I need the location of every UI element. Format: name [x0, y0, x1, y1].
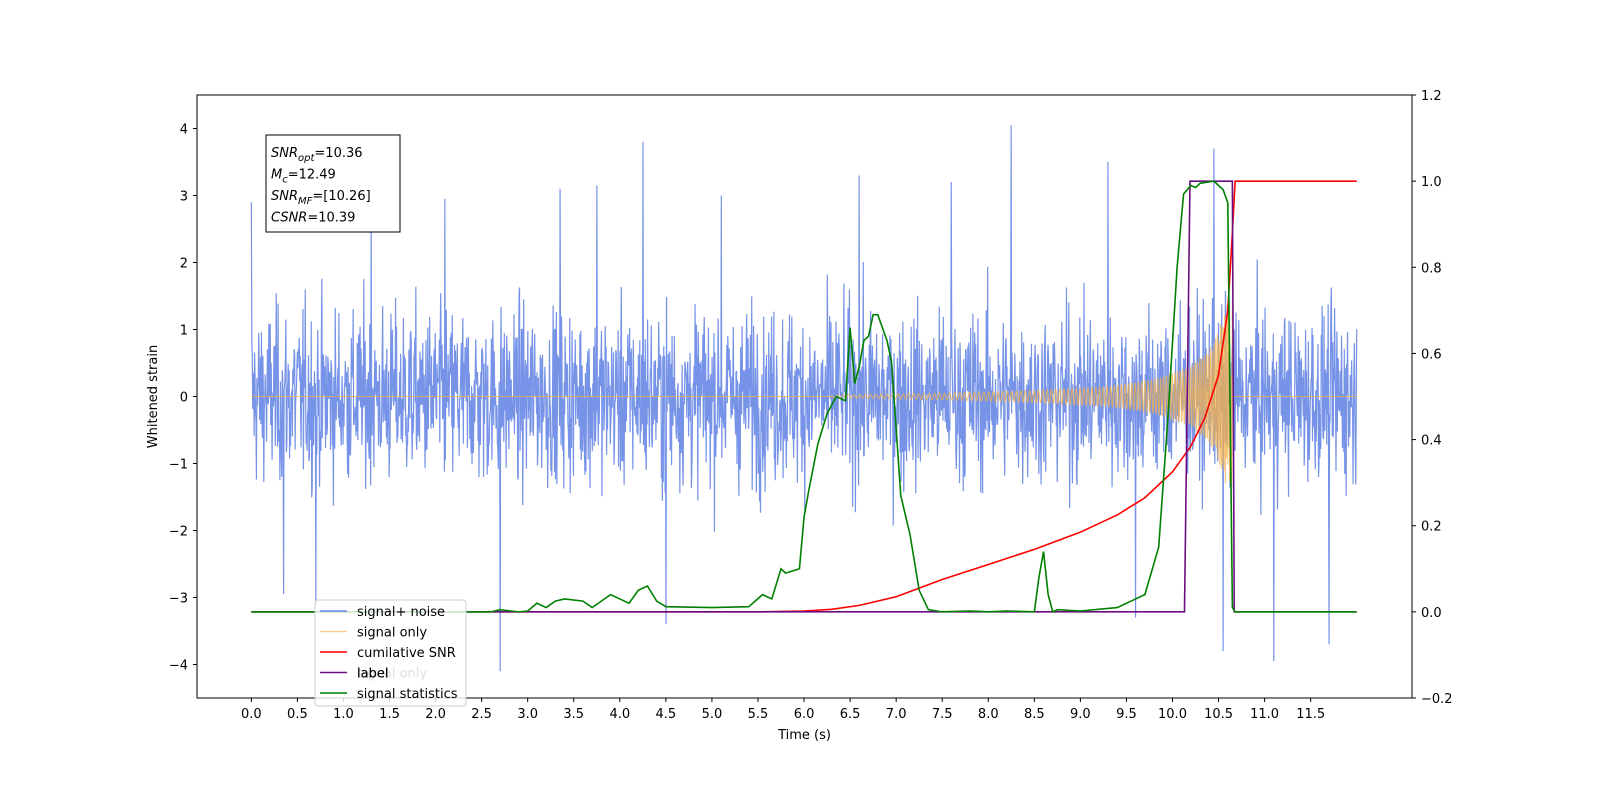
y-left-tick-label: −3	[169, 592, 188, 607]
annotation-frame	[265, 134, 401, 233]
x-tick-label: 9.5	[1116, 707, 1137, 722]
annotation-line: SNRMF=[10.26]	[271, 189, 371, 207]
x-tick-label: 5.5	[748, 707, 769, 722]
y-right-tick-label: 1.2	[1421, 89, 1442, 104]
y-right-tick-label: −0.2	[1421, 692, 1453, 707]
y-left-tick-label: −4	[169, 659, 188, 674]
x-tick-label: 0.5	[287, 707, 308, 722]
x-tick-label: 9.0	[1070, 707, 1091, 722]
x-tick-label: 7.5	[932, 707, 953, 722]
y-left-tick-label: 1	[180, 324, 188, 339]
x-tick-label: 8.0	[978, 707, 999, 722]
x-axis-label: Time (s)	[777, 728, 831, 743]
annotation-line: CSNR=10.39	[271, 211, 355, 226]
y-right-tick-label: 0.8	[1421, 261, 1442, 276]
annotation-line: SNRopt=10.36	[271, 146, 363, 164]
series-signal-noise	[250, 125, 1358, 672]
y-left-tick-label: −2	[169, 525, 188, 540]
y-axis-right: 1.2 1.0 0.8 0.6 0.4 0.2 0.0 −0.2	[1412, 89, 1453, 707]
legend-frame	[314, 599, 467, 707]
y-left-tick-label: −1	[169, 458, 188, 473]
series-signal-statistics	[251, 180, 1357, 613]
x-tick-label: 2.0	[425, 707, 446, 722]
x-tick-label: 5.0	[702, 707, 723, 722]
annotation-line: Mc=12.49	[271, 168, 336, 186]
x-tick-label: 10.0	[1158, 707, 1187, 722]
series-signal-only	[251, 302, 1357, 487]
y-left-tick-label: 3	[180, 190, 188, 205]
y-left-tick-label: 4	[180, 123, 188, 138]
x-tick-label: 0.0	[241, 707, 262, 722]
x-tick-label: 11.5	[1296, 707, 1325, 722]
legend-label: signal statistics	[357, 687, 458, 702]
x-tick-label: 3.0	[517, 707, 538, 722]
x-tick-label: 2.5	[471, 707, 492, 722]
x-tick-label: 6.5	[840, 707, 861, 722]
series-layer	[250, 125, 1358, 672]
y-axis-left: 4 3 2 1 0 −1 −2 −3 −4	[169, 123, 197, 674]
x-tick-label: 3.5	[563, 707, 584, 722]
x-tick-label: 10.5	[1204, 707, 1233, 722]
y-left-tick-label: 0	[180, 391, 188, 406]
y-right-tick-label: 0.2	[1421, 520, 1442, 535]
legend-label: signal only	[357, 626, 427, 641]
x-tick-label: 1.0	[333, 707, 354, 722]
series-cumilative-snr	[251, 180, 1357, 613]
y-right-tick-label: 0.6	[1421, 347, 1442, 362]
legend-ghost-label: signal only	[357, 667, 427, 682]
x-tick-label: 4.0	[609, 707, 630, 722]
snr-annotation-box: SNRopt=10.36 Mc=12.49 SNRMF=[10.26] CSNR=10…	[265, 134, 401, 233]
legend-label-overlay: label	[357, 667, 388, 682]
x-tick-label: 8.5	[1024, 707, 1045, 722]
x-tick-label: 6.0	[794, 707, 815, 722]
y-left-tick-label: 2	[180, 257, 188, 272]
y-right-tick-label: 1.0	[1421, 175, 1442, 190]
legend: signal+ noise signal only cumilative SNR la…	[314, 599, 467, 707]
legend-label: cumilative SNR	[357, 646, 456, 661]
y-right-tick-label: 0.4	[1421, 434, 1442, 449]
x-tick-label: 4.5	[656, 707, 677, 722]
legend-label: signal+ noise	[357, 605, 445, 620]
x-tick-label: 1.5	[379, 707, 400, 722]
x-tick-label: 7.0	[886, 707, 907, 722]
x-axis: 0.0 0.5 1.0 1.5 2.0 2.5 3.0 3.5 4.0 4.5 5.0 5.5 6.0 6…	[241, 698, 1325, 722]
x-tick-label: 11.0	[1250, 707, 1279, 722]
y-axis-label: Whitened strain	[146, 345, 161, 448]
legend-label: label	[357, 667, 388, 682]
y-right-tick-label: 0.0	[1421, 606, 1442, 621]
